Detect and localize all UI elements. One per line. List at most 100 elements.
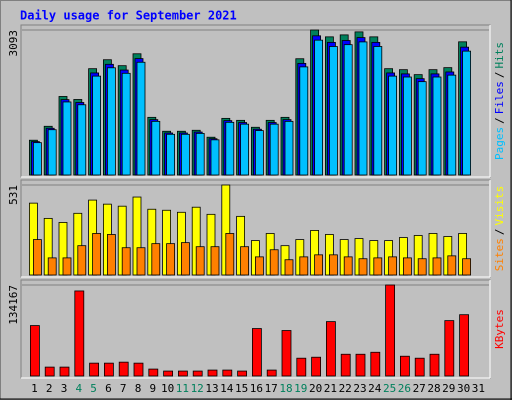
bar <box>269 123 279 176</box>
bar <box>118 361 129 377</box>
bar <box>163 370 174 377</box>
bar <box>340 353 351 377</box>
bar <box>254 256 264 276</box>
bar <box>77 245 87 276</box>
x-tick-label: 29 <box>442 382 455 395</box>
bar <box>136 61 146 176</box>
bar <box>33 142 42 176</box>
x-tick-label: 22 <box>339 382 352 395</box>
bar <box>107 234 116 276</box>
bar <box>74 290 85 377</box>
bar <box>432 76 442 176</box>
bar <box>92 75 101 176</box>
x-tick-label: 30 <box>457 382 470 395</box>
bar <box>207 369 218 377</box>
legend-separator: / <box>493 72 506 79</box>
bar <box>414 357 425 377</box>
bar <box>402 76 412 176</box>
bar <box>148 368 159 377</box>
bar <box>89 362 99 377</box>
x-tick-label: 15 <box>235 382 248 395</box>
x-tick-label: 27 <box>413 382 426 395</box>
legend-entry: Pages <box>493 127 506 160</box>
x-tick-label: 1 <box>31 382 38 395</box>
legend-entry: Hits <box>493 42 506 69</box>
bar <box>281 330 292 377</box>
bar <box>328 46 338 176</box>
legend-entry: KBytes <box>493 309 506 349</box>
bar <box>195 246 205 276</box>
bar <box>104 362 114 377</box>
bar <box>447 255 457 276</box>
bar <box>355 353 366 377</box>
x-tick-label: 25 <box>383 382 396 395</box>
x-tick-label: 14 <box>220 382 234 395</box>
x-tick-label: 11 <box>176 382 189 395</box>
bar <box>358 41 368 176</box>
bar <box>251 328 262 377</box>
bar <box>240 123 250 176</box>
x-tick-label: 9 <box>149 382 156 395</box>
bar <box>121 72 131 176</box>
bar <box>311 356 322 377</box>
bar <box>314 39 324 176</box>
bar <box>325 321 336 377</box>
bar <box>459 314 470 377</box>
bar <box>417 258 427 276</box>
bar <box>370 351 381 377</box>
bar <box>133 362 144 377</box>
bar <box>151 243 161 276</box>
x-tick-label: 5 <box>90 382 97 395</box>
bar <box>107 67 116 176</box>
bar <box>166 243 176 276</box>
bar <box>121 247 131 276</box>
x-tick-label: 28 <box>427 382 440 395</box>
x-tick-label: 3 <box>61 382 68 395</box>
bar <box>92 233 101 276</box>
bar <box>284 259 294 276</box>
legend: Sites / Visits <box>493 186 506 272</box>
bar <box>328 254 338 276</box>
x-tick-label: 26 <box>398 382 411 395</box>
x-tick-label: 17 <box>265 382 278 395</box>
bar <box>314 254 324 276</box>
x-tick-label: 10 <box>161 382 174 395</box>
bar <box>180 133 190 176</box>
bar <box>225 233 235 276</box>
bar <box>47 129 57 176</box>
bar <box>195 133 205 176</box>
bar <box>240 246 250 276</box>
bar <box>432 257 442 276</box>
bar <box>151 120 161 176</box>
bar <box>47 257 57 276</box>
bar <box>177 370 188 377</box>
bar <box>59 366 70 377</box>
bar <box>373 46 383 176</box>
x-tick-label: 24 <box>368 382 382 395</box>
bar <box>343 256 353 276</box>
bar <box>210 139 220 176</box>
y-tick-label: 531 <box>7 185 20 205</box>
bar <box>462 50 472 176</box>
bar <box>429 353 440 377</box>
bar <box>402 257 412 276</box>
bar <box>33 239 42 276</box>
x-tick-label: 16 <box>250 382 263 395</box>
bar <box>269 249 279 276</box>
bar <box>417 81 427 176</box>
chart-title: Daily usage for September 2021 <box>20 9 237 23</box>
bar <box>462 258 472 276</box>
legend-entry: Visits <box>493 186 506 226</box>
x-tick-label: 21 <box>324 382 337 395</box>
bar <box>385 284 396 377</box>
x-tick-label: 20 <box>309 382 322 395</box>
x-tick-label: 31 <box>472 382 485 395</box>
bar <box>284 120 294 176</box>
bar <box>62 101 72 176</box>
x-tick-label: 23 <box>353 382 366 395</box>
bar <box>237 370 248 377</box>
legend-separator: / <box>493 117 506 124</box>
bar <box>210 246 220 276</box>
